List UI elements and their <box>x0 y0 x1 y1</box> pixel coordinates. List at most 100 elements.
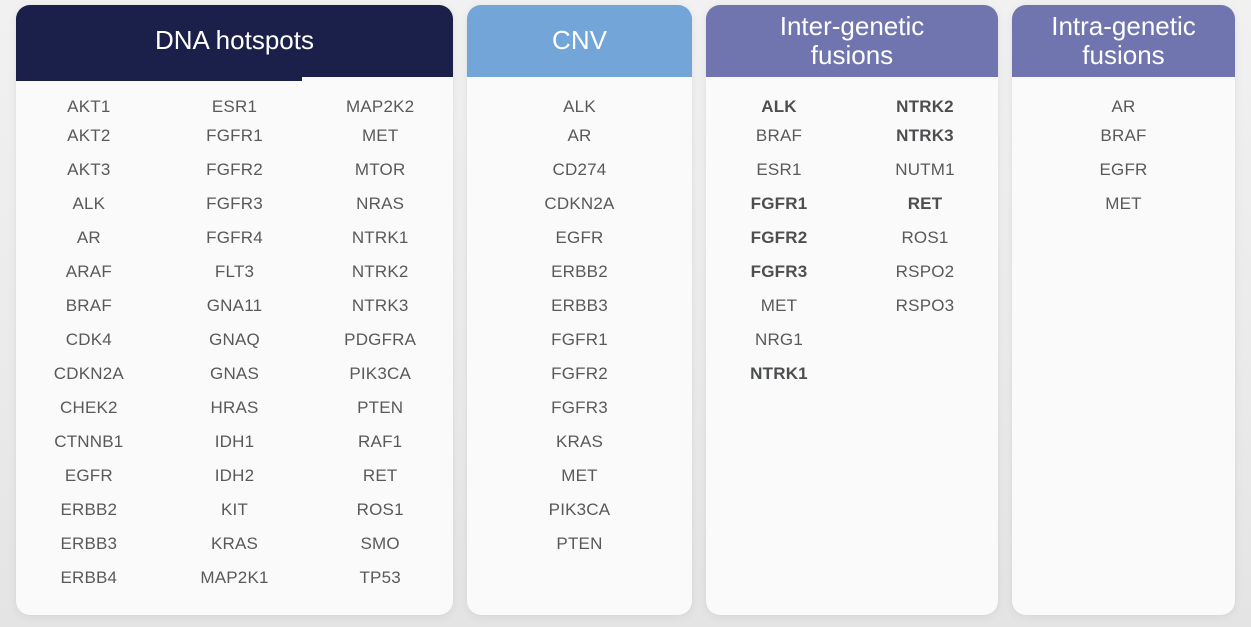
panel-title: DNA hotspots <box>155 25 314 56</box>
gene-item: CHEK2 <box>59 398 118 417</box>
gene-item: AR <box>567 126 592 145</box>
gene-item: FGFR1 <box>551 330 608 349</box>
gene-item: NUTM1 <box>895 160 955 179</box>
gene-item: EGFR <box>1099 160 1148 179</box>
gene-item: KRAS <box>210 534 259 553</box>
panel-card-cnv: CNV ALK AR CD274 CDKN2A EGFR ERBB2 ERBB3 FGFR1 F… <box>467 5 692 615</box>
panel-header: Inter-genetic fusions <box>706 5 998 77</box>
gene-item: GNAQ <box>209 330 260 349</box>
gene-item: ERBB4 <box>60 568 118 587</box>
gene-item: CTNNB1 <box>54 432 124 451</box>
gene-item: ALK <box>72 194 106 213</box>
gene-item: ALK <box>761 97 797 116</box>
gene-item: NTRK2 <box>351 262 409 281</box>
gene-column: ESR1 FGFR1 FGFR2 FGFR3 FGFR4 FLT3 GNA11 GNAQ GNA… <box>162 90 308 615</box>
panel-body: ALK AR CD274 CDKN2A EGFR ERBB2 ERBB3 FGFR1 FGFR2… <box>467 77 692 615</box>
gene-item: MTOR <box>354 160 406 179</box>
gene-item: ALK <box>563 97 596 116</box>
gene-item: AKT3 <box>67 160 111 179</box>
gene-item: FLT3 <box>214 262 255 281</box>
gene-item: MET <box>760 296 798 315</box>
gene-column: MAP2K2 MET MTOR NRAS NTRK1 NTRK2 NTRK3 PDGFRA PI… <box>307 90 453 615</box>
gene-item: BRAF <box>1100 126 1147 145</box>
gene-item: ESR1 <box>211 97 258 116</box>
panel-card-inter-genetic-fusions: Inter-genetic fusions ALK BRAF ESR1 FGFR1 FG… <box>706 5 998 615</box>
gene-item: ROS1 <box>901 228 949 247</box>
gene-item: RET <box>907 194 943 213</box>
gene-column: AR BRAF EGFR MET <box>1012 90 1235 615</box>
panel-card-intra-genetic-fusions: Intra-genetic fusions AR BRAF EGFR MET <box>1012 5 1235 615</box>
panel-header: DNA hotspots <box>16 5 453 81</box>
gene-item: AR <box>76 228 101 247</box>
gene-item: FGFR3 <box>206 194 263 213</box>
gene-item: ERBB2 <box>551 262 608 281</box>
panel-title: Intra-genetic fusions <box>1051 10 1196 70</box>
gene-item: MET <box>361 126 399 145</box>
gene-item: CD274 <box>552 160 607 179</box>
panel-header: Intra-genetic fusions <box>1012 5 1235 77</box>
gene-item: ESR1 <box>756 160 802 179</box>
gene-item: AKT2 <box>67 126 111 145</box>
gene-item: FGFR3 <box>551 398 608 417</box>
panel-title: CNV <box>552 25 607 56</box>
gene-item: CDKN2A <box>53 364 124 383</box>
panel-body: ALK BRAF ESR1 FGFR1 FGFR2 FGFR3 MET NRG1 NTRK1 NT… <box>706 77 998 615</box>
gene-item: PDGFRA <box>344 330 417 349</box>
gene-item: PTEN <box>556 534 603 553</box>
gene-item: CDK4 <box>65 330 112 349</box>
gene-item: IDH2 <box>214 466 255 485</box>
gene-item: ERBB3 <box>551 296 608 315</box>
gene-item: AKT1 <box>67 97 111 116</box>
gene-item: NTRK1 <box>750 364 808 383</box>
gene-item: FGFR4 <box>206 228 263 247</box>
gene-item: RET <box>362 466 398 485</box>
gene-item: CDKN2A <box>544 194 615 213</box>
gene-item: FGFR1 <box>750 194 808 213</box>
gene-item: RSPO2 <box>895 262 955 281</box>
gene-item: RSPO3 <box>895 296 955 315</box>
gene-item: MET <box>1105 194 1142 213</box>
panel-header: CNV <box>467 5 692 77</box>
gene-item: MAP2K2 <box>346 97 415 116</box>
gene-item: AR <box>1111 97 1136 116</box>
gene-item: PIK3CA <box>349 364 412 383</box>
gene-item: FGFR2 <box>750 228 808 247</box>
gene-item: EGFR <box>64 466 113 485</box>
gene-item: NTRK3 <box>351 296 409 315</box>
gene-item: ARAF <box>65 262 112 281</box>
gene-item: NRAS <box>356 194 405 213</box>
panel-body: AR BRAF EGFR MET <box>1012 77 1235 615</box>
gene-column: ALK BRAF ESR1 FGFR1 FGFR2 FGFR3 MET NRG1 NTRK1 <box>706 90 852 615</box>
gene-item: NTRK2 <box>896 97 954 116</box>
gene-item: FGFR2 <box>206 160 263 179</box>
gene-item: FGFR3 <box>750 262 808 281</box>
gene-item: GNAS <box>210 364 259 383</box>
gene-column: AKT1 AKT2 AKT3 ALK AR ARAF BRAF CDK4 CDKN2A CHEK2… <box>16 90 162 615</box>
gene-item: NTRK3 <box>896 126 954 145</box>
gene-item: FGFR1 <box>206 126 263 145</box>
panel-body: AKT1 AKT2 AKT3 ALK AR ARAF BRAF CDK4 CDKN2A CHEK2… <box>16 77 453 615</box>
gene-column: NTRK2 NTRK3 NUTM1 RET ROS1 RSPO2 RSPO3 <box>852 90 998 615</box>
gene-item: ERBB3 <box>60 534 118 553</box>
gene-item: RAF1 <box>358 432 403 451</box>
gene-column: ALK AR CD274 CDKN2A EGFR ERBB2 ERBB3 FGFR1 FGFR2… <box>467 90 692 615</box>
gene-item: MET <box>561 466 598 485</box>
panel-title: Inter-genetic fusions <box>779 10 925 70</box>
header-step <box>16 77 302 81</box>
gene-item: ERBB2 <box>60 500 118 519</box>
gene-item: KRAS <box>555 432 604 451</box>
gene-item: FGFR2 <box>551 364 608 383</box>
gene-item: SMO <box>360 534 400 553</box>
gene-item: NTRK1 <box>351 228 409 247</box>
gene-item: TP53 <box>359 568 401 587</box>
panel-card-dna-hotspots: DNA hotspots AKT1 AKT2 AKT3 ALK AR ARAF BRAF CD… <box>16 5 453 615</box>
gene-item: GNA11 <box>206 296 263 315</box>
gene-item: ROS1 <box>356 500 404 519</box>
gene-item: PIK3CA <box>548 500 611 519</box>
gene-item: IDH1 <box>214 432 255 451</box>
gene-item: EGFR <box>555 228 604 247</box>
gene-item: NRG1 <box>754 330 804 349</box>
gene-item: PTEN <box>357 398 404 417</box>
gene-item: MAP2K1 <box>200 568 269 587</box>
